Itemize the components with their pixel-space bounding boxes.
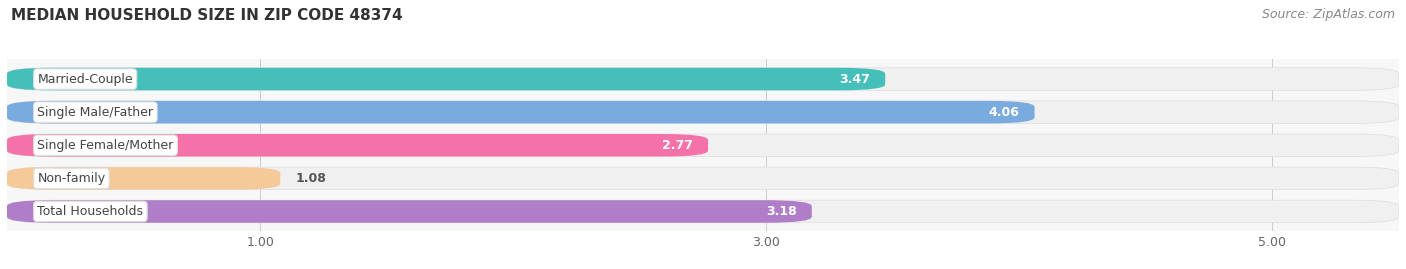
Text: 3.18: 3.18	[766, 205, 797, 218]
FancyBboxPatch shape	[7, 200, 811, 223]
FancyBboxPatch shape	[7, 134, 709, 157]
FancyBboxPatch shape	[7, 167, 1399, 190]
FancyBboxPatch shape	[7, 68, 886, 90]
Text: Single Male/Father: Single Male/Father	[38, 106, 153, 119]
Text: 2.77: 2.77	[662, 139, 693, 152]
Text: Non-family: Non-family	[38, 172, 105, 185]
Text: 3.47: 3.47	[839, 73, 870, 86]
Text: MEDIAN HOUSEHOLD SIZE IN ZIP CODE 48374: MEDIAN HOUSEHOLD SIZE IN ZIP CODE 48374	[11, 8, 404, 23]
FancyBboxPatch shape	[7, 200, 1399, 223]
FancyBboxPatch shape	[7, 68, 1399, 90]
Text: Total Households: Total Households	[38, 205, 143, 218]
Text: 1.08: 1.08	[295, 172, 326, 185]
Text: Single Female/Mother: Single Female/Mother	[38, 139, 174, 152]
FancyBboxPatch shape	[7, 101, 1399, 123]
FancyBboxPatch shape	[7, 134, 1399, 157]
Text: Source: ZipAtlas.com: Source: ZipAtlas.com	[1261, 8, 1395, 21]
FancyBboxPatch shape	[7, 101, 1035, 123]
Text: 4.06: 4.06	[988, 106, 1019, 119]
FancyBboxPatch shape	[7, 167, 280, 190]
Text: Married-Couple: Married-Couple	[38, 73, 134, 86]
